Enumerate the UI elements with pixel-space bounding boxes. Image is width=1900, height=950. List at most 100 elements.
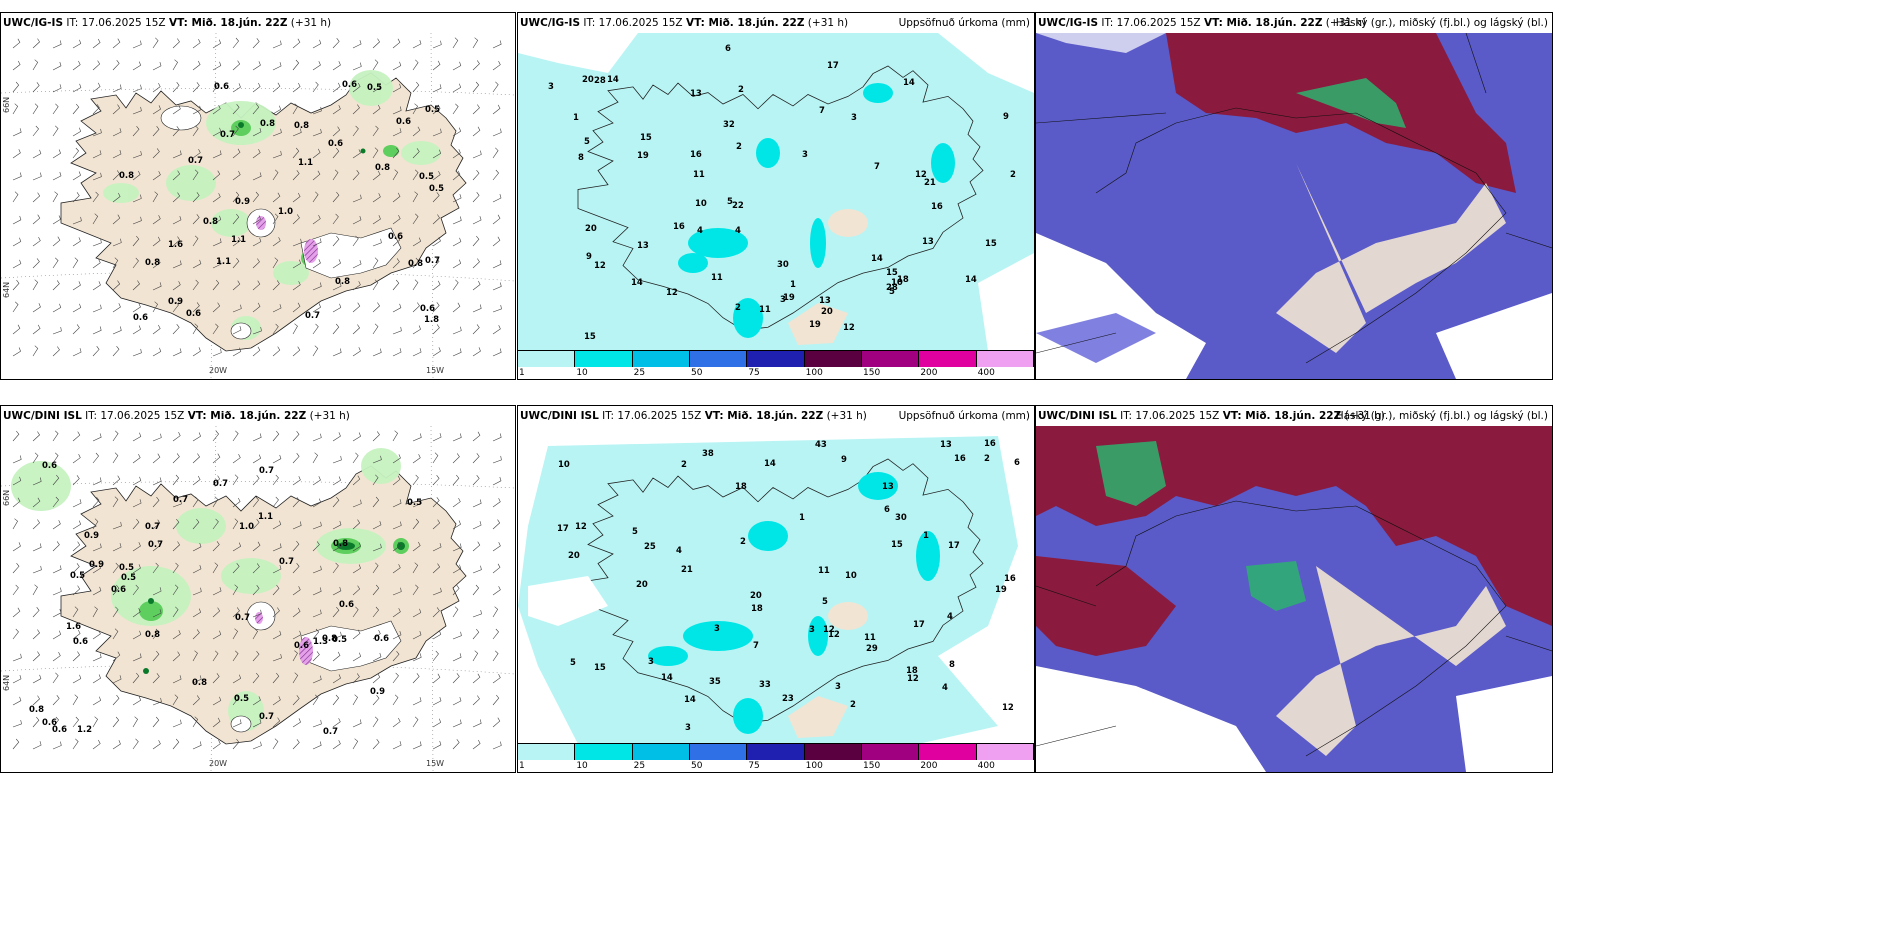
wind-barb — [232, 236, 241, 247]
wind-barb — [12, 324, 21, 335]
wind-barb — [492, 40, 502, 49]
wind-barb — [152, 587, 162, 596]
wind-barb — [112, 257, 119, 269]
wind-barb — [452, 453, 460, 464]
value-label: 0.6 — [42, 718, 57, 728]
colorbar-tick: 25 — [633, 368, 646, 378]
wind-barb — [332, 282, 342, 291]
wind-barb — [312, 323, 319, 335]
value-label: 0.6 — [342, 80, 357, 90]
value-label: 1.3 — [313, 637, 328, 647]
value-label: 14 — [871, 254, 883, 264]
wind-barb — [332, 432, 341, 442]
wind-barb — [472, 126, 481, 137]
wind-barb — [152, 697, 162, 706]
wind-barb — [292, 281, 301, 291]
wind-barb — [272, 40, 282, 49]
wind-barb — [332, 235, 340, 247]
wind-barb — [52, 303, 62, 313]
wind-barb — [472, 453, 480, 464]
wind-barb — [32, 452, 39, 464]
wind-barb — [352, 499, 362, 508]
wind-barb — [472, 150, 482, 159]
colorbar-tick: 100 — [805, 761, 823, 771]
wind-barb — [172, 630, 181, 640]
value-label: 0.8 — [192, 678, 207, 688]
wind-barb — [92, 128, 102, 137]
wind-barb — [332, 38, 340, 49]
wind-barb — [332, 476, 341, 486]
wind-barb — [372, 543, 382, 552]
wind-barb — [212, 61, 222, 71]
wind-barb — [412, 59, 419, 71]
value-label: 0.8 — [203, 217, 218, 227]
value-label: 5 — [822, 597, 828, 607]
wind-barb — [332, 694, 340, 706]
wind-barb — [472, 475, 480, 486]
wind-barb — [212, 81, 219, 93]
wind-barb — [32, 59, 39, 71]
wind-barb — [92, 477, 102, 486]
wind-barb — [292, 82, 301, 93]
wind-barb — [392, 694, 399, 706]
wind-barb — [192, 453, 200, 464]
value-label: 11 — [759, 305, 771, 315]
value-label: 2 — [984, 454, 990, 464]
value-label: 18 — [906, 666, 918, 676]
wind-barb — [332, 259, 341, 269]
wind-barb — [252, 82, 261, 93]
colorbar-tick: 150 — [863, 368, 881, 378]
wind-barb — [192, 347, 201, 357]
wind-barb — [132, 738, 139, 750]
value-label: 0.8 — [145, 258, 160, 268]
wind-barb — [452, 302, 461, 313]
wind-barb — [112, 430, 119, 442]
value-label: 2 — [850, 700, 856, 710]
wind-barb — [192, 169, 199, 181]
wind-barb — [32, 236, 41, 247]
wind-barb — [352, 694, 358, 706]
wind-barb — [252, 191, 259, 203]
wind-barb — [372, 323, 379, 335]
value-label: 3 — [851, 113, 857, 123]
wind-barb — [112, 628, 119, 640]
wind-barb — [392, 741, 402, 750]
wind-barb — [232, 584, 238, 596]
wind-barb — [252, 38, 260, 49]
value-label: 3 — [685, 723, 691, 733]
value-label: 17 — [827, 61, 839, 71]
wind-barb — [312, 498, 322, 508]
wind-barb — [152, 347, 162, 357]
value-label: 4 — [697, 226, 703, 236]
wind-barb — [432, 697, 442, 706]
wind-barb — [312, 345, 319, 357]
value-label: 0.8 — [29, 705, 44, 715]
wind-barb — [312, 148, 321, 159]
wind-barb — [112, 475, 121, 486]
wind-barb — [52, 236, 61, 247]
wind-barb — [352, 347, 361, 357]
wind-barb — [392, 564, 401, 574]
wind-barb — [132, 542, 141, 552]
wind-barb — [292, 650, 298, 662]
wind-barb — [312, 81, 319, 93]
value-label: 3 — [648, 657, 654, 667]
wind-barb — [392, 147, 400, 159]
value-label: 0.8 — [335, 277, 350, 287]
wind-barb — [32, 716, 40, 728]
wind-barb — [132, 61, 142, 71]
wind-barb — [432, 433, 442, 442]
wind-barb — [92, 653, 102, 662]
wind-barb — [272, 257, 279, 269]
wind-barb — [272, 565, 282, 574]
value-label: 2 — [740, 537, 746, 547]
wind-barb — [52, 474, 60, 486]
wind-barb — [492, 194, 502, 203]
wind-barb — [392, 454, 401, 464]
wind-barb — [292, 38, 301, 49]
wind-barb — [32, 519, 40, 530]
value-label: 0.8 — [333, 539, 348, 549]
wind-barb — [112, 346, 120, 357]
wind-barb — [252, 696, 261, 706]
value-label: 20 — [568, 551, 580, 561]
